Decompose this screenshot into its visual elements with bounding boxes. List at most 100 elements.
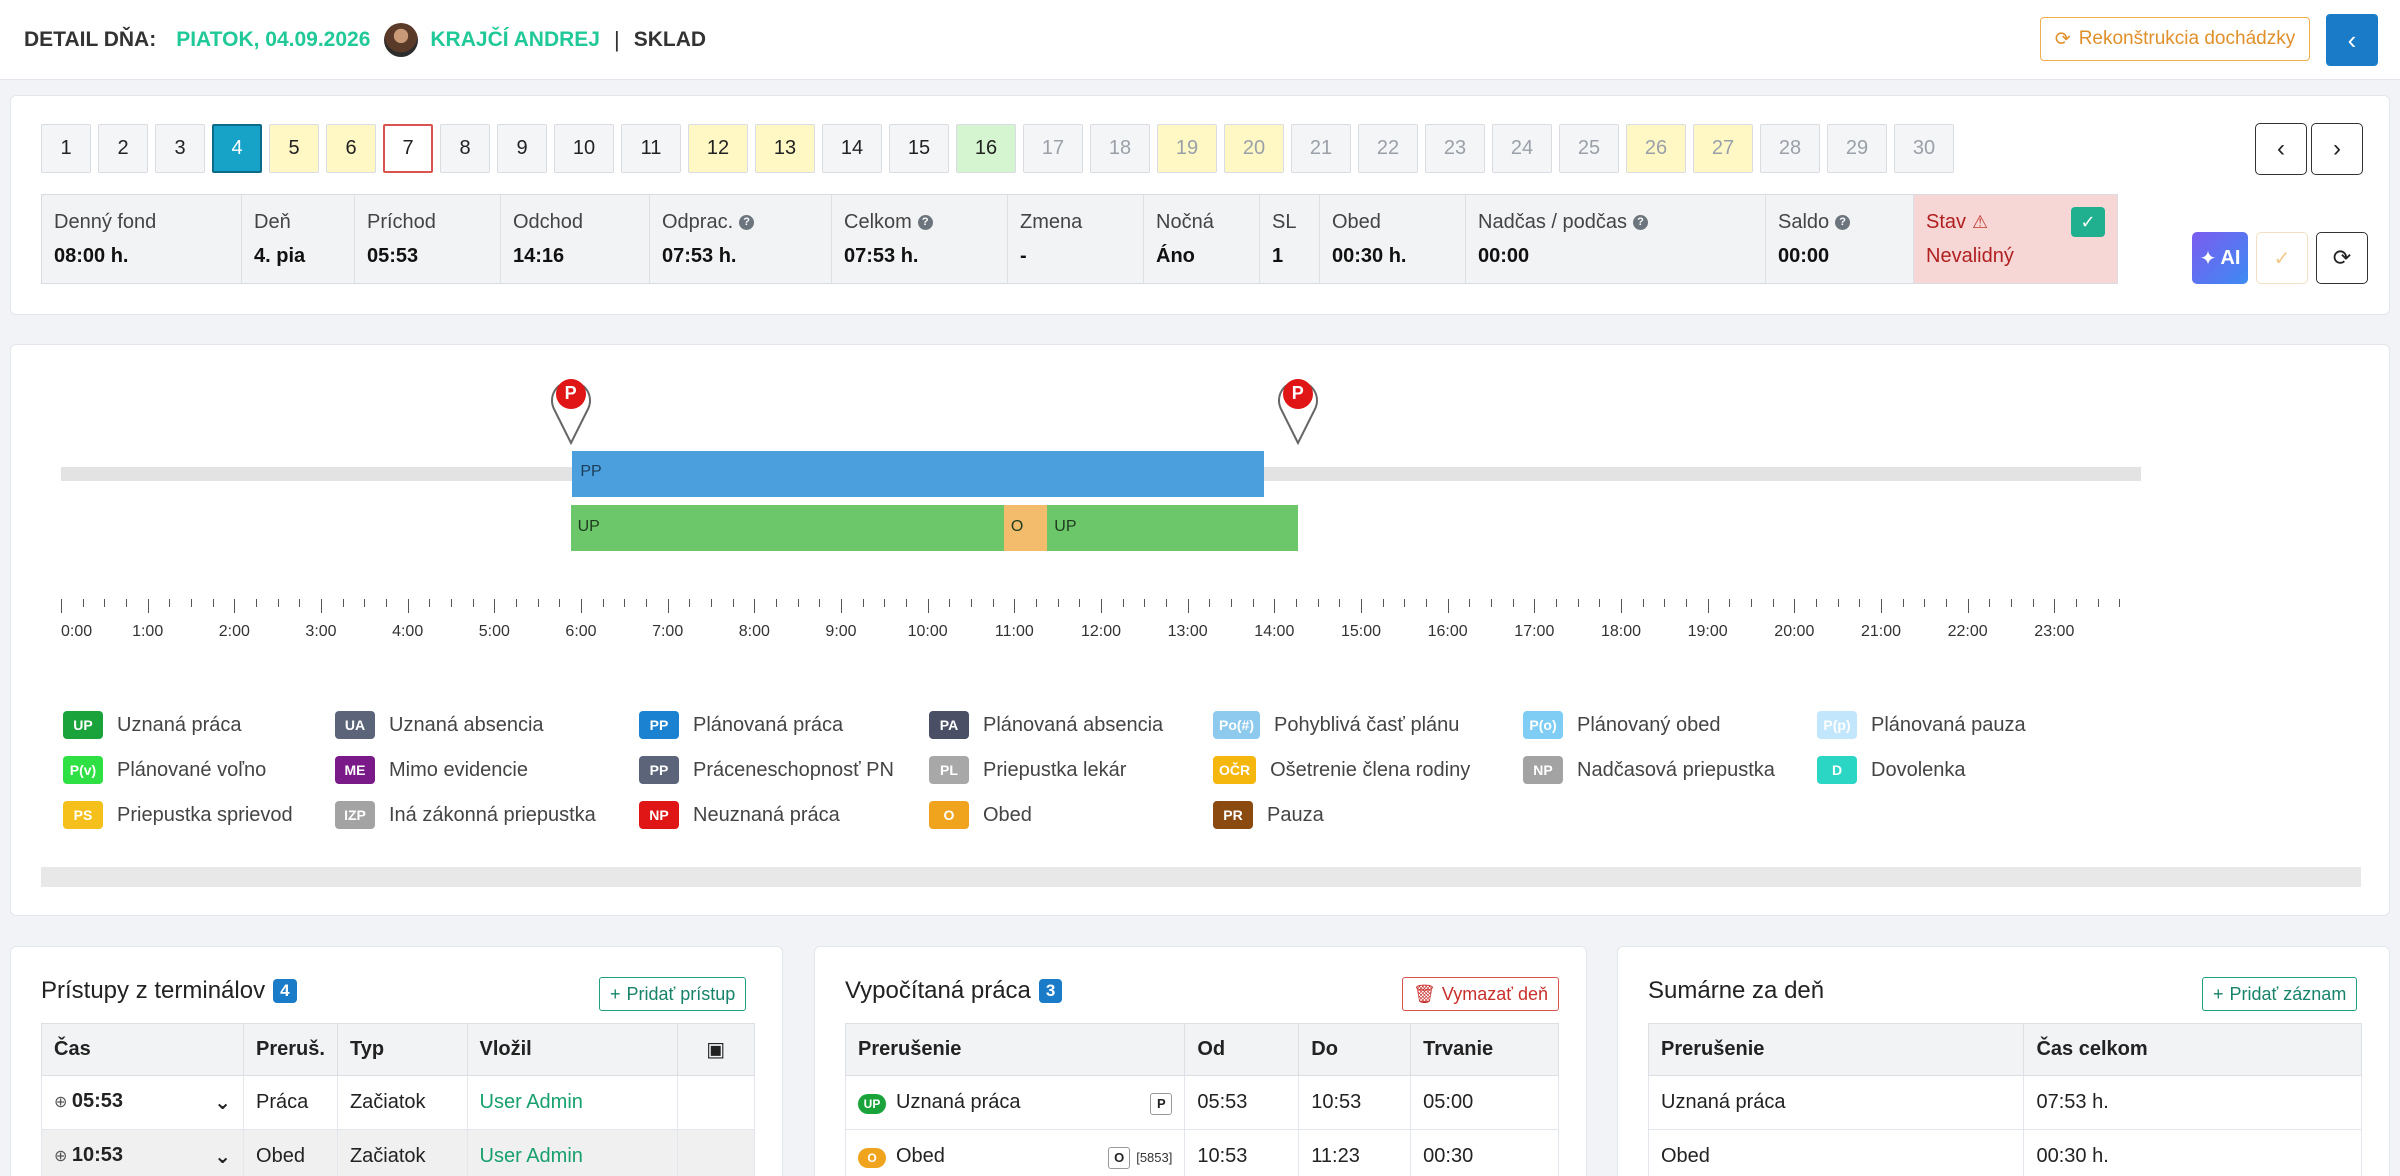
day-1[interactable]: 1 — [41, 124, 91, 173]
axis-tick-label: 12:00 — [1080, 623, 1122, 640]
legend-label: Uznaná práca — [117, 713, 242, 736]
axis-tick — [1534, 599, 1536, 613]
day-21[interactable]: 21 — [1291, 124, 1351, 173]
day-26[interactable]: 26 — [1626, 124, 1686, 173]
info-value: 07:53 h. — [662, 245, 737, 267]
day-29[interactable]: 29 — [1827, 124, 1887, 173]
help-icon[interactable]: ? — [1835, 214, 1851, 230]
refresh-icon: ⟳ — [2054, 28, 2071, 50]
axis-tick — [1621, 599, 1622, 613]
col-header[interactable]: Do — [1298, 1023, 1412, 1076]
table-row[interactable]: Uznaná práca 07:53 h. — [1647, 1075, 2362, 1130]
help-icon[interactable]: ? — [739, 214, 755, 230]
day-6[interactable]: 6 — [326, 124, 376, 173]
axis-tick-label: 19:00 — [1687, 623, 1728, 640]
day-10[interactable]: 10 — [554, 124, 614, 173]
legend-label: Nadčasová priepustka — [1577, 758, 1775, 781]
axis-tick-label: 17:00 — [1514, 623, 1555, 640]
horizontal-scrollbar[interactable] — [41, 867, 2361, 887]
axis-tick — [1859, 599, 1861, 607]
table-row[interactable]: ⊕ 10:53 ⌄ Obed Začiatok User Admin — [40, 1129, 755, 1176]
work-segment-bar[interactable]: UP — [570, 505, 1004, 551]
day-25[interactable]: 25 — [1559, 124, 1619, 173]
chevron-down-icon[interactable]: ⌄ — [214, 1146, 232, 1168]
prev-day-button[interactable]: ‹ — [2255, 123, 2307, 175]
day-27[interactable]: 27 — [1693, 124, 1753, 173]
axis-tick — [234, 599, 236, 613]
rekonstrukcia-button[interactable]: ⟳ Rekonštrukcia dochádzky — [2040, 17, 2310, 61]
terminal-pin[interactable]: P — [550, 373, 592, 446]
ai-button[interactable]: ✦ AI — [2192, 232, 2248, 284]
add-access-button[interactable]: + Pridať prístup — [599, 977, 747, 1011]
planned-work-bar[interactable]: PP — [572, 451, 1264, 497]
delete-day-button[interactable]: 🗑 Vymazať deň — [1402, 977, 1559, 1011]
axis-tick — [1946, 599, 1947, 607]
day-14[interactable]: 14 — [822, 124, 882, 173]
help-icon[interactable]: ? — [917, 214, 933, 230]
col-header[interactable]: Čas celkom — [2023, 1023, 2362, 1076]
add-access-label: Pridať prístup — [626, 983, 736, 1004]
day-22[interactable]: 22 — [1358, 124, 1418, 173]
col-header[interactable]: Prerušenie — [1647, 1023, 2025, 1076]
computed-count: 3 — [1038, 979, 1063, 1003]
axis-tick — [1642, 599, 1644, 607]
chevron-down-icon[interactable]: ⌄ — [214, 1092, 232, 1114]
refresh-button[interactable]: ⟳ — [2316, 232, 2368, 284]
help-icon[interactable]: ? — [1632, 214, 1648, 230]
day-12[interactable]: 12 — [688, 124, 748, 173]
axis-tick — [646, 599, 647, 607]
day-23[interactable]: 23 — [1425, 124, 1485, 173]
day-16[interactable]: 16 — [956, 124, 1016, 173]
day-5[interactable]: 5 — [269, 124, 319, 173]
flag-badge: P — [1150, 1092, 1173, 1115]
col-header[interactable]: Typ — [336, 1023, 468, 1076]
warning-icon: ⚠ — [1972, 211, 1989, 232]
row-flags: O [5853] — [1108, 1146, 1172, 1169]
axis-tick — [364, 599, 366, 607]
status-value: Nevalidný — [1926, 245, 2014, 267]
col-header[interactable]: Preruš. — [243, 1023, 338, 1076]
user-link[interactable]: User Admin — [479, 1091, 583, 1113]
day-28[interactable]: 28 — [1760, 124, 1820, 173]
col-header[interactable]: Prerušenie — [844, 1023, 1186, 1076]
table-row[interactable]: Obed 00:30 h. — [1647, 1129, 2362, 1176]
day-30[interactable]: 30 — [1894, 124, 1954, 173]
employee-name[interactable]: KRAJČÍ ANDREJ — [430, 27, 600, 51]
day-11[interactable]: 11 — [621, 124, 681, 173]
day-9[interactable]: 9 — [497, 124, 547, 173]
col-header[interactable]: Vložil — [466, 1023, 678, 1076]
day-20[interactable]: 20 — [1224, 124, 1284, 173]
terminal-pin[interactable]: P — [1277, 373, 1319, 446]
next-day-button[interactable]: › — [2311, 123, 2363, 175]
add-record-button[interactable]: + Pridať záznam — [2202, 977, 2358, 1011]
col-header[interactable]: Trvanie — [1410, 1023, 1559, 1076]
back-button[interactable]: ‹ — [2326, 14, 2378, 66]
day-7[interactable]: 7 — [383, 124, 433, 173]
day-18[interactable]: 18 — [1090, 124, 1150, 173]
day-13[interactable]: 13 — [755, 124, 815, 173]
info-label-text: Nočná — [1156, 210, 1214, 233]
day-2[interactable]: 2 — [98, 124, 148, 173]
day-24[interactable]: 24 — [1492, 124, 1552, 173]
day-15[interactable]: 15 — [889, 124, 949, 173]
table-row[interactable]: UP Uznaná práca P 05:53 10:53 05:00 — [844, 1075, 1559, 1130]
info-label-text: Denný fond — [54, 210, 157, 233]
table-row[interactable]: O Obed O [5853] 10:53 11:23 00:30 — [844, 1129, 1559, 1176]
work-segment-bar[interactable]: O — [1003, 505, 1048, 551]
day-3[interactable]: 3 — [155, 124, 205, 173]
approve-button[interactable]: ✓ — [2256, 232, 2308, 284]
col-header[interactable]: Čas — [40, 1023, 245, 1076]
col-header[interactable]: Od — [1184, 1023, 1300, 1076]
day-8[interactable]: 8 — [440, 124, 490, 173]
work-segment-bar[interactable]: UP — [1047, 505, 1298, 551]
day-19[interactable]: 19 — [1157, 124, 1217, 173]
info-value: 14:16 — [513, 245, 565, 267]
info-cell: Saldo? 00:00 — [1766, 195, 1914, 283]
day-17[interactable]: 17 — [1023, 124, 1083, 173]
user-link[interactable]: User Admin — [479, 1145, 583, 1167]
table-row[interactable]: ⊕ 05:53 ⌄ Práca Začiatok User Admin — [40, 1075, 755, 1130]
validate-button[interactable]: ✓ — [2071, 207, 2105, 237]
interruption-cell: Uznaná práca — [1647, 1075, 2025, 1130]
day-4[interactable]: 4 — [212, 124, 262, 173]
summary-table: Prerušenie Čas celkom Uznaná práca 07:53 … — [1647, 1023, 2362, 1176]
